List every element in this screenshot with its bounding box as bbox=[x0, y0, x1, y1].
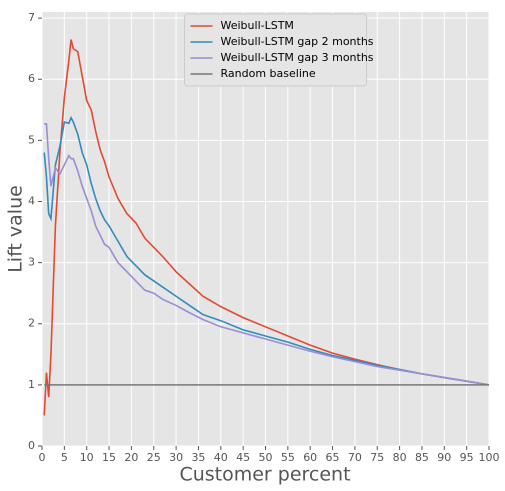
y-axis-label: Lift value bbox=[5, 185, 27, 273]
x-tick-label: 60 bbox=[303, 451, 317, 464]
x-axis-label: Customer percent bbox=[179, 464, 350, 486]
x-tick-label: 40 bbox=[214, 451, 228, 464]
x-tick-label: 95 bbox=[460, 451, 474, 464]
x-tick-label: 90 bbox=[437, 451, 451, 464]
series-line bbox=[44, 123, 490, 386]
legend-box bbox=[184, 13, 367, 87]
x-tick-label: 55 bbox=[281, 451, 295, 464]
legend-label: Weibull-LSTM gap 2 months bbox=[221, 35, 374, 48]
y-tick-label: 1 bbox=[28, 378, 35, 391]
x-tick-label: 25 bbox=[147, 451, 161, 464]
legend-label: Random baseline bbox=[221, 67, 316, 80]
legend-label: Weibull-LSTM gap 3 months bbox=[221, 51, 374, 64]
y-tick-label: 5 bbox=[28, 133, 35, 146]
x-tick-label: 100 bbox=[479, 451, 500, 464]
y-tick-label: 4 bbox=[28, 194, 35, 207]
series-line bbox=[43, 39, 490, 416]
legend-label: Weibull-LSTM bbox=[221, 19, 294, 32]
y-tick-label: 6 bbox=[28, 72, 35, 85]
y-tick-label: 0 bbox=[28, 439, 35, 452]
y-tick-label: 7 bbox=[28, 11, 35, 24]
x-tick-label: 35 bbox=[191, 451, 205, 464]
y-tick-label: 2 bbox=[28, 317, 35, 330]
x-tick-label: 85 bbox=[415, 451, 429, 464]
x-tick-label: 10 bbox=[80, 451, 94, 464]
x-tick-label: 75 bbox=[370, 451, 384, 464]
x-tick-label: 50 bbox=[259, 451, 273, 464]
x-tick-label: 80 bbox=[393, 451, 407, 464]
series-line bbox=[43, 115, 490, 386]
x-tick-label: 20 bbox=[124, 451, 138, 464]
x-tick-label: 65 bbox=[326, 451, 340, 464]
x-tick-label: 5 bbox=[61, 451, 68, 464]
x-tick-label: 30 bbox=[169, 451, 183, 464]
x-tick-label: 45 bbox=[236, 451, 250, 464]
x-tick-label: 70 bbox=[348, 451, 362, 464]
x-tick-label: 15 bbox=[102, 451, 116, 464]
y-tick-label: 3 bbox=[28, 256, 35, 269]
x-tick-label: 0 bbox=[39, 451, 46, 464]
